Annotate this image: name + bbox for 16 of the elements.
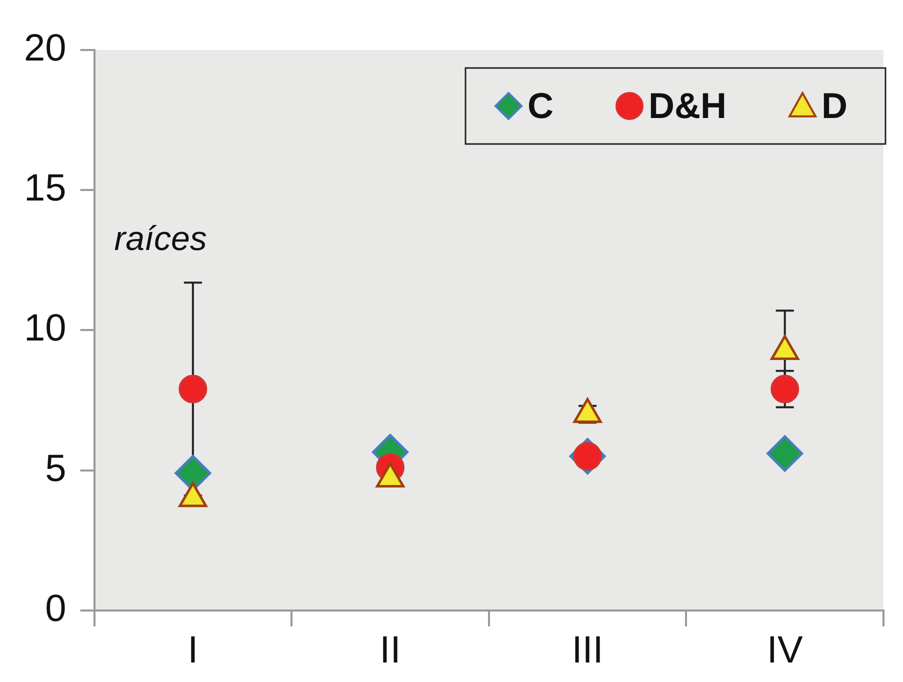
annotation: raíces [114, 220, 207, 258]
x-tick-label: I [188, 630, 198, 672]
y-tick-label: 20 [24, 27, 66, 70]
y-tick-label: 15 [24, 168, 66, 210]
legend-label: D&H [648, 84, 727, 126]
x-tick-label: II [380, 630, 401, 672]
legend-label: C [528, 84, 554, 126]
point [766, 435, 804, 472]
y-tick-label: 10 [24, 308, 66, 350]
legend-label: D [822, 84, 848, 126]
point [178, 374, 208, 404]
y-tick-label: 5 [45, 448, 66, 490]
x-tick-label: III [572, 630, 604, 672]
y-tick-label: 0 [45, 588, 66, 630]
point [770, 374, 800, 404]
x-tick-label: IV [766, 630, 804, 672]
